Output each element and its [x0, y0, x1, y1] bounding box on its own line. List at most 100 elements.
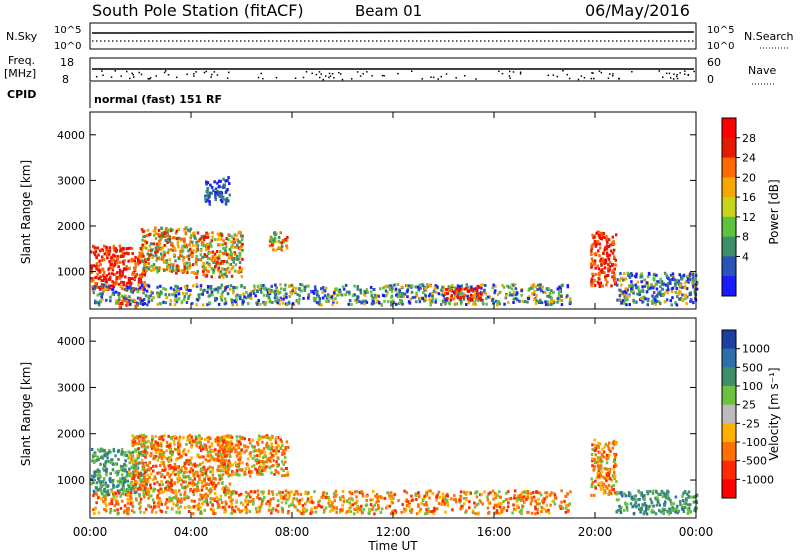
scatter-cell: [142, 482, 146, 486]
scatter-cell: [309, 512, 312, 516]
scatter-cell: [176, 449, 180, 453]
scatter-cell: [196, 243, 200, 247]
colorbar-tick-label: 20: [742, 171, 756, 184]
scatter-cell: [225, 443, 228, 447]
scatter-cell: [169, 227, 173, 231]
scatter-cell: [168, 496, 171, 500]
scatter-cell: [101, 480, 104, 484]
scatter-cell: [115, 280, 118, 284]
scatter-cell: [102, 244, 106, 248]
scatter-cell: [372, 288, 375, 291]
scatter-cell: [120, 294, 124, 298]
scatter-cell: [219, 286, 222, 290]
scatter-cell: [425, 501, 428, 504]
scatter-cell: [465, 283, 468, 287]
scatter-cell: [178, 452, 181, 456]
scatter-cell: [652, 273, 656, 277]
scatter-cell: [632, 291, 635, 295]
scatter-cell: [214, 512, 217, 515]
scatter-cell: [102, 499, 105, 503]
scatter-cell: [431, 491, 434, 495]
scatter-cell: [120, 492, 124, 496]
scatter-cell: [133, 465, 136, 469]
scatter-cell: [106, 456, 109, 459]
scatter-cell: [206, 503, 209, 507]
scatter-cell: [163, 455, 166, 459]
scatter-cell: [263, 302, 266, 306]
scatter-cell: [539, 493, 543, 497]
scatter-cell: [403, 507, 406, 511]
scatter-cell: [322, 286, 325, 290]
scatter-cell: [655, 294, 659, 298]
scatter-cell: [220, 444, 223, 448]
scatter-cell: [294, 286, 298, 290]
colorbar-swatch: [722, 197, 736, 218]
scatter-cell: [682, 273, 686, 277]
scatter-cell: [390, 295, 393, 299]
scatter-cell: [183, 462, 187, 466]
scatter-cell: [248, 474, 252, 478]
scatter-cell: [494, 496, 498, 499]
scatter-cell: [101, 454, 104, 458]
scatter-cell: [128, 470, 131, 474]
colorbar-swatch: [722, 256, 736, 277]
scatter-cell: [467, 301, 470, 305]
scatter-cell: [669, 511, 672, 515]
scatter-cell: [275, 460, 278, 464]
scatter-cell: [657, 300, 661, 304]
scatter-cell: [215, 191, 219, 195]
scatter-cell: [538, 491, 541, 495]
scatter-cell: [632, 289, 635, 293]
scatter-cell: [678, 273, 681, 277]
scatter-cell: [602, 232, 605, 235]
scatter-cell: [184, 286, 188, 290]
scatter-cell: [103, 271, 106, 274]
scatter-cell: [145, 435, 148, 439]
scatter-cell: [227, 441, 230, 445]
scatter-cell: [232, 285, 235, 289]
scatter-cell: [441, 289, 445, 293]
scatter-cell: [233, 233, 236, 237]
scatter-cell: [137, 447, 140, 451]
scatter-cell: [136, 456, 140, 460]
scatter-cell: [236, 293, 239, 297]
scatter-cell: [651, 294, 654, 298]
scatter-cell: [221, 501, 224, 505]
scatter-cell: [239, 234, 243, 238]
scatter-cell: [102, 483, 106, 487]
scatter-cell: [377, 504, 380, 507]
scatter-cell: [652, 277, 655, 281]
scatter-cell: [292, 497, 296, 501]
scatter-cell: [678, 289, 681, 293]
scatter-cell: [263, 435, 266, 439]
scatter-cell: [510, 283, 514, 286]
scatter-cell: [561, 506, 565, 510]
scatter-cell: [672, 502, 676, 506]
scatter-cell: [164, 287, 167, 291]
scatter-cell: [446, 297, 449, 301]
scatter-cell: [155, 266, 158, 270]
scatter-cell: [142, 246, 145, 249]
scatter-cell: [232, 472, 236, 476]
scatter-cell: [160, 502, 163, 506]
scatter-cell: [459, 296, 462, 299]
scatter-cell: [324, 506, 328, 510]
scatter-cell: [620, 299, 624, 303]
scatter-cell: [674, 510, 678, 514]
scatter-cell: [122, 489, 126, 492]
scatter-cell: [136, 487, 140, 491]
scatter-cell: [273, 292, 277, 295]
scatter-cell: [428, 510, 432, 514]
scatter-cell: [382, 286, 385, 290]
scatter-cell: [430, 510, 434, 513]
scatter-cell: [236, 238, 239, 242]
scatter-cell: [190, 456, 193, 460]
scatter-cell: [675, 303, 679, 307]
scatter-cell: [662, 508, 665, 512]
scatter-cell: [166, 506, 169, 510]
scatter-cell: [144, 294, 148, 298]
scatter-cell: [395, 302, 398, 306]
scatter-cell: [209, 450, 212, 454]
scatter-cell: [617, 498, 620, 502]
scatter-cell: [140, 253, 143, 257]
